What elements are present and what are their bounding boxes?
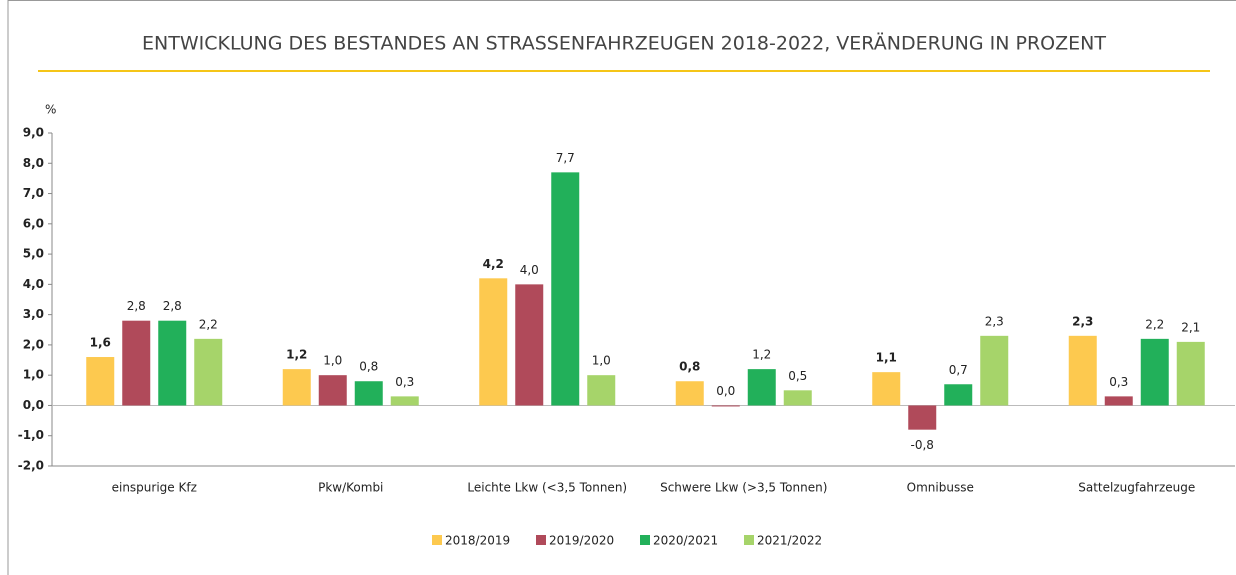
bar bbox=[1104, 396, 1133, 406]
value-label: 7,7 bbox=[556, 151, 575, 165]
value-label: -0,8 bbox=[911, 438, 934, 452]
y-tick-label: 7,0 bbox=[23, 186, 44, 200]
y-tick-label: 0,0 bbox=[23, 398, 44, 412]
y-tick-label: 3,0 bbox=[23, 307, 44, 321]
value-label: 2,3 bbox=[985, 314, 1004, 328]
bar bbox=[122, 320, 151, 406]
y-axis-label: % bbox=[45, 103, 56, 117]
value-label: 2,1 bbox=[1181, 320, 1200, 334]
bar bbox=[479, 278, 508, 406]
x-tick-label: Sattelzugfahrzeuge bbox=[1078, 481, 1195, 495]
value-label: 4,2 bbox=[483, 257, 504, 271]
value-label: 1,6 bbox=[90, 336, 111, 350]
value-label: 0,0 bbox=[716, 384, 735, 398]
bar bbox=[515, 284, 544, 406]
bar bbox=[872, 372, 901, 406]
x-tick-label: Pkw/Kombi bbox=[318, 481, 383, 495]
chart-frame bbox=[7, 0, 1236, 575]
bar bbox=[354, 381, 383, 406]
bar bbox=[1140, 338, 1169, 406]
bar bbox=[158, 320, 187, 406]
legend-label: 2019/2020 bbox=[549, 534, 614, 548]
bar bbox=[980, 335, 1009, 406]
value-label: 1,0 bbox=[592, 354, 611, 368]
value-label: 0,5 bbox=[788, 369, 807, 383]
y-tick-label: 9,0 bbox=[23, 126, 44, 140]
legend-swatch bbox=[744, 535, 754, 545]
legend-label: 2020/2021 bbox=[653, 534, 718, 548]
value-label: 1,1 bbox=[876, 351, 897, 365]
bar bbox=[675, 381, 704, 406]
y-tick-label: 6,0 bbox=[23, 216, 44, 230]
value-label: 0,8 bbox=[359, 360, 378, 374]
value-label: 2,8 bbox=[163, 299, 182, 313]
x-tick-label: einspurige Kfz bbox=[112, 481, 197, 495]
value-label: 2,2 bbox=[1145, 317, 1164, 331]
y-tick-label: 1,0 bbox=[23, 368, 44, 382]
bar bbox=[747, 369, 776, 406]
x-tick-label: Leichte Lkw (<3,5 Tonnen) bbox=[467, 481, 627, 495]
value-label: 0,3 bbox=[1109, 375, 1128, 389]
value-label: 2,8 bbox=[127, 299, 146, 313]
legend-swatch bbox=[640, 535, 650, 545]
bar bbox=[1068, 335, 1097, 406]
bar bbox=[944, 384, 973, 406]
legend-swatch bbox=[536, 535, 546, 545]
legend-label: 2021/2022 bbox=[757, 534, 822, 548]
x-tick-label: Omnibusse bbox=[907, 481, 974, 495]
legend-swatch bbox=[432, 535, 442, 545]
bar bbox=[1176, 341, 1205, 406]
legend-label: 2018/2019 bbox=[445, 534, 510, 548]
value-label: 1,2 bbox=[286, 348, 307, 362]
value-label: 1,2 bbox=[752, 348, 771, 362]
bar bbox=[587, 375, 616, 406]
bar bbox=[908, 405, 937, 430]
bar bbox=[282, 369, 311, 406]
y-tick-label: 8,0 bbox=[23, 156, 44, 170]
value-label: 2,2 bbox=[199, 317, 218, 331]
bar bbox=[783, 390, 812, 406]
bar bbox=[551, 172, 580, 406]
x-tick-label: Schwere Lkw (>3,5 Tonnen) bbox=[660, 481, 827, 495]
value-label: 4,0 bbox=[520, 263, 539, 277]
bar bbox=[194, 338, 223, 406]
chart-title: ENTWICKLUNG DES BESTANDES AN STRASSENFAH… bbox=[142, 32, 1106, 55]
value-label: 2,3 bbox=[1072, 314, 1093, 328]
bar bbox=[318, 375, 347, 406]
value-label: 0,3 bbox=[395, 375, 414, 389]
bar bbox=[711, 405, 740, 407]
value-label: 1,0 bbox=[323, 354, 342, 368]
y-tick-label: 4,0 bbox=[23, 277, 44, 291]
y-tick-label: 2,0 bbox=[23, 337, 44, 351]
y-tick-label: -2,0 bbox=[18, 459, 44, 473]
y-tick-label: 5,0 bbox=[23, 247, 44, 261]
value-label: 0,8 bbox=[679, 360, 700, 374]
y-tick-label: -1,0 bbox=[18, 428, 44, 442]
bar bbox=[86, 357, 115, 406]
bar bbox=[390, 396, 419, 406]
value-label: 0,7 bbox=[949, 363, 968, 377]
